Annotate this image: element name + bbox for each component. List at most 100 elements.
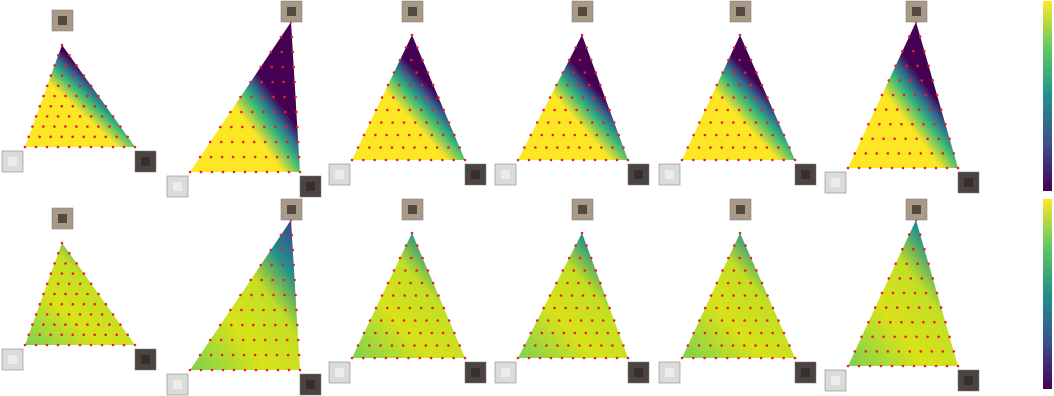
sample-point <box>350 356 354 360</box>
sample-point <box>615 356 619 360</box>
sample-point <box>732 46 736 49</box>
thumbnail-detail <box>578 205 587 214</box>
sample-point <box>64 323 67 326</box>
sample-point <box>447 344 450 347</box>
sample-point <box>709 96 713 99</box>
sample-point <box>276 368 280 372</box>
simplex <box>682 35 795 160</box>
sample-point <box>250 293 253 297</box>
sample-point <box>592 294 596 297</box>
thumbnail-detail <box>8 355 17 364</box>
sample-point <box>904 137 907 141</box>
sample-point <box>82 74 86 77</box>
sample-point <box>626 158 630 162</box>
sample-point <box>934 364 938 368</box>
sample-point <box>907 233 911 236</box>
sample-point <box>944 320 947 324</box>
sample-point <box>386 306 389 310</box>
sample-point <box>78 343 82 347</box>
sample-point <box>732 121 735 124</box>
sample-point <box>425 121 428 124</box>
sample-point <box>551 133 555 137</box>
sample-point <box>944 122 947 126</box>
sample-point <box>97 323 100 326</box>
sample-point <box>743 96 747 99</box>
sample-point <box>898 277 902 280</box>
sample-point <box>395 356 399 360</box>
sample-point <box>952 152 956 155</box>
sample-point <box>534 344 537 347</box>
sample-point <box>588 281 591 285</box>
thumbnail-detail <box>335 368 344 377</box>
sample-point <box>703 306 707 310</box>
sample-point <box>897 350 901 353</box>
sample-point <box>391 319 394 322</box>
sample-point <box>568 319 572 322</box>
sample-point <box>561 71 565 74</box>
sample-point <box>680 158 684 162</box>
sample-point <box>578 344 581 347</box>
sample-point <box>601 319 605 322</box>
sample-point <box>581 294 585 297</box>
sample-point <box>78 115 82 118</box>
sample-point <box>864 152 868 155</box>
sample-point <box>404 244 408 247</box>
sample-point <box>945 364 949 368</box>
sample-point <box>221 368 225 372</box>
sample-point <box>555 83 558 87</box>
sample-point <box>771 306 775 310</box>
sample-point <box>714 356 718 360</box>
sample-point <box>64 125 67 128</box>
sample-point <box>577 83 580 87</box>
sample-point <box>82 272 86 275</box>
sample-point <box>562 331 566 335</box>
sample-point <box>879 166 883 170</box>
sample-point <box>727 256 730 260</box>
sample-point <box>430 133 434 137</box>
thumbnail-detail <box>58 16 67 25</box>
sample-point <box>252 140 256 144</box>
sample-point <box>60 74 64 77</box>
sample-point <box>911 122 914 126</box>
sample-point <box>290 233 294 237</box>
sample-point <box>873 108 877 111</box>
thumbnail-detail <box>408 205 417 214</box>
sample-point <box>270 263 274 267</box>
sample-point <box>396 331 400 335</box>
sample-point <box>269 50 273 54</box>
sample-point <box>604 158 608 162</box>
sample-point <box>901 49 904 53</box>
sample-point <box>232 368 236 372</box>
sample-point <box>611 344 614 347</box>
thumbnail-detail <box>306 182 315 191</box>
sample-point <box>263 338 267 342</box>
simplex <box>352 35 465 160</box>
thumbnail-detail <box>831 178 840 187</box>
sample-point <box>599 83 602 87</box>
sample-point <box>447 121 451 124</box>
sample-point <box>738 33 742 37</box>
sample-point <box>119 125 122 128</box>
sample-point <box>927 262 930 266</box>
sample-point <box>715 108 718 112</box>
sample-point <box>126 333 129 337</box>
sample-point <box>923 247 926 251</box>
sample-point <box>254 170 258 174</box>
thumbnail-detail <box>471 170 480 179</box>
sample-point <box>60 43 64 47</box>
thumbnail-detail <box>58 214 67 223</box>
sample-point <box>945 166 949 170</box>
sample-point <box>220 155 224 159</box>
sample-point <box>418 158 422 162</box>
sample-point <box>89 313 93 316</box>
sample-point <box>933 122 936 126</box>
sample-point <box>45 145 49 149</box>
sample-point <box>71 302 75 306</box>
thumbnail-detail <box>173 380 182 389</box>
sample-point <box>686 146 690 149</box>
sample-point <box>901 247 904 251</box>
sample-point <box>241 338 245 342</box>
sample-point <box>900 320 903 324</box>
sample-point <box>78 145 82 149</box>
sample-point <box>748 331 752 335</box>
